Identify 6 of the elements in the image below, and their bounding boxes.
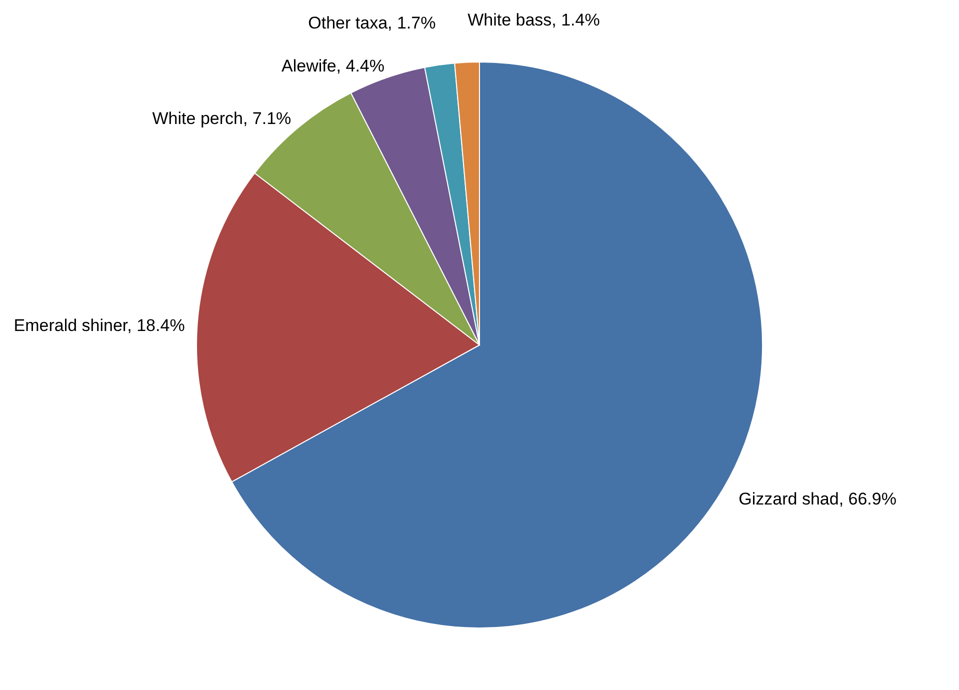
slice-label: Emerald shiner, 18.4% xyxy=(14,316,185,335)
slice-label: Gizzard shad, 66.9% xyxy=(738,489,896,508)
slice-label: Other taxa, 1.7% xyxy=(308,13,436,32)
slice-label: White bass, 1.4% xyxy=(468,10,600,30)
slice-label: Alewife, 4.4% xyxy=(281,56,384,76)
slice-label: White perch, 7.1% xyxy=(152,109,292,128)
